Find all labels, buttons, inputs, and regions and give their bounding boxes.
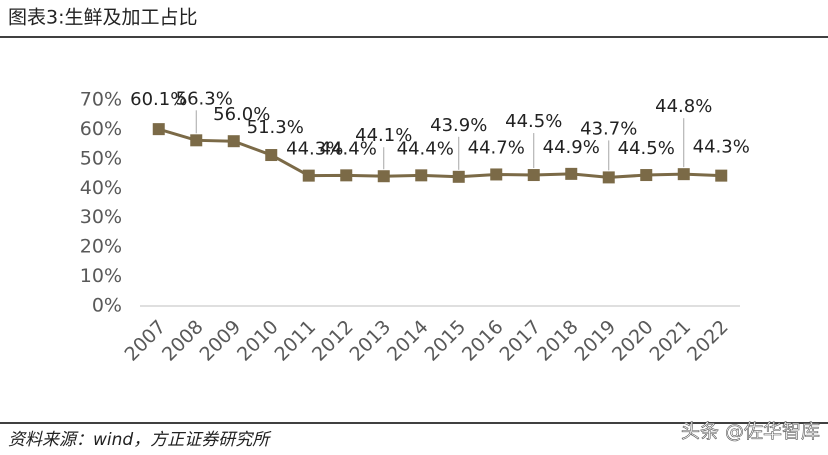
x-tick-label: 2010 [233,316,283,366]
value-label: 43.7% [580,118,637,139]
value-label: 44.5% [505,111,562,132]
chart-title: 图表3:生鲜及加工占比 [8,7,198,29]
y-tick-label: 30% [80,206,122,228]
x-tick-label: 2008 [158,316,208,366]
marker [602,171,615,184]
line-series [158,127,722,179]
value-label: 56.0% [213,104,270,125]
y-tick-label: 20% [80,236,122,258]
x-tick-label: 2007 [120,316,170,366]
value-label: 43.9% [430,115,487,136]
value-label: 60.1% [130,89,187,110]
marker [302,169,315,182]
y-tick-label: 60% [80,118,122,140]
x-tick-label: 2017 [495,316,545,366]
value-label: 44.7% [468,137,525,158]
value-label: 44.4% [397,138,454,159]
x-tick-label: 2016 [458,316,508,366]
marker [415,169,428,182]
marker [565,167,578,180]
marker [715,169,728,182]
marker [640,169,653,182]
marker [152,123,165,136]
marker [377,170,390,183]
source-note: 资料来源：wind，方正证券研究所 [8,430,272,450]
value-label: 44.3% [286,139,343,160]
value-label: 44.9% [543,137,600,158]
marker [452,170,465,183]
value-label: 44.4% [320,138,377,159]
marker [677,168,690,181]
x-tick-label: 2018 [533,316,583,366]
marker [190,134,203,147]
marker [227,135,240,148]
y-tick-label: 40% [80,177,122,199]
value-label: 56.3% [176,88,233,109]
x-tick-label: 2014 [383,316,433,366]
y-tick-label: 50% [80,147,122,169]
value-label: 44.5% [618,138,675,159]
x-tick-label: 2015 [420,316,470,366]
x-tick-label: 2019 [570,316,620,366]
value-label: 44.8% [655,96,712,117]
value-label: 44.1% [355,125,412,146]
y-tick-label: 70% [80,89,122,111]
x-tick-label: 2009 [195,316,245,366]
y-tick-label: 10% [80,265,122,287]
value-label: 51.3% [247,117,304,138]
x-tick-label: 2013 [345,316,395,366]
marker [265,149,278,162]
marker [527,169,540,182]
x-tick-label: 2020 [608,316,658,366]
value-label: 44.3% [693,137,750,158]
x-tick-label: 2012 [308,316,358,366]
x-tick-label: 2011 [270,316,320,366]
watermark: 头条 @佐华智库 [681,421,820,443]
y-tick-label: 0% [92,295,122,317]
marker [490,168,503,181]
marker [340,169,353,182]
x-tick-label: 2021 [645,316,695,366]
x-tick-label: 2022 [683,316,733,366]
